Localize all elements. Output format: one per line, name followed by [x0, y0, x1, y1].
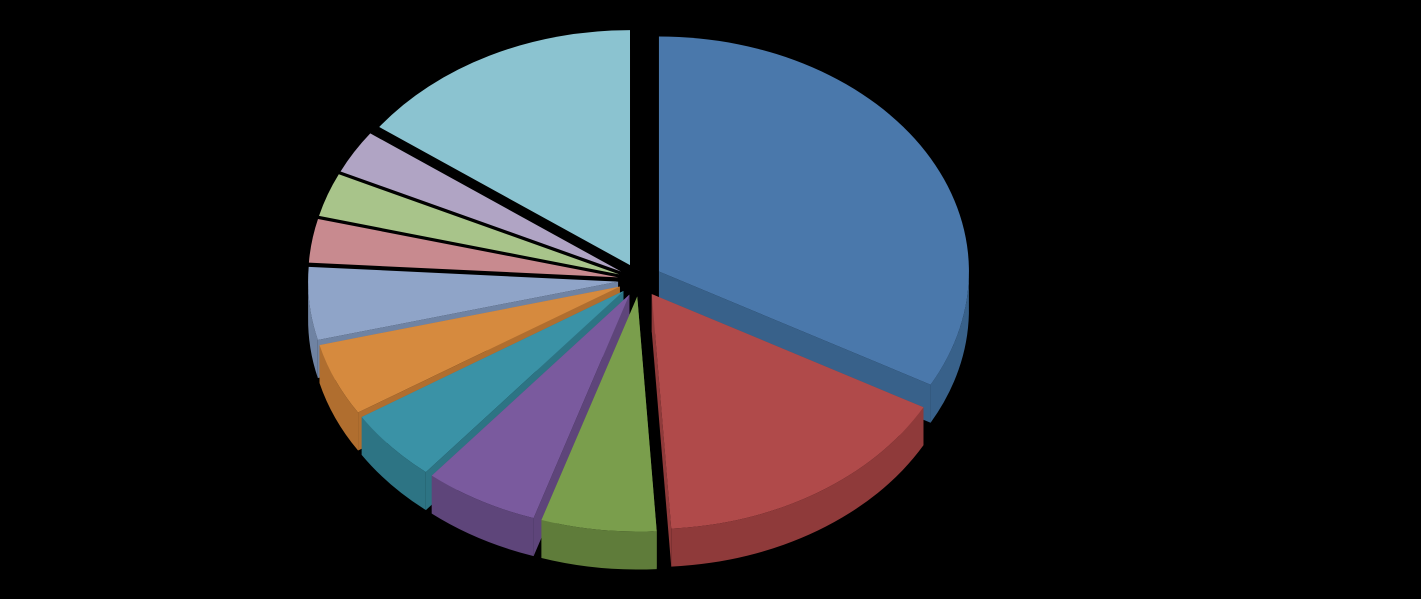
pie-chart-svg	[0, 0, 1421, 599]
pie-chart-3d	[0, 0, 1421, 599]
